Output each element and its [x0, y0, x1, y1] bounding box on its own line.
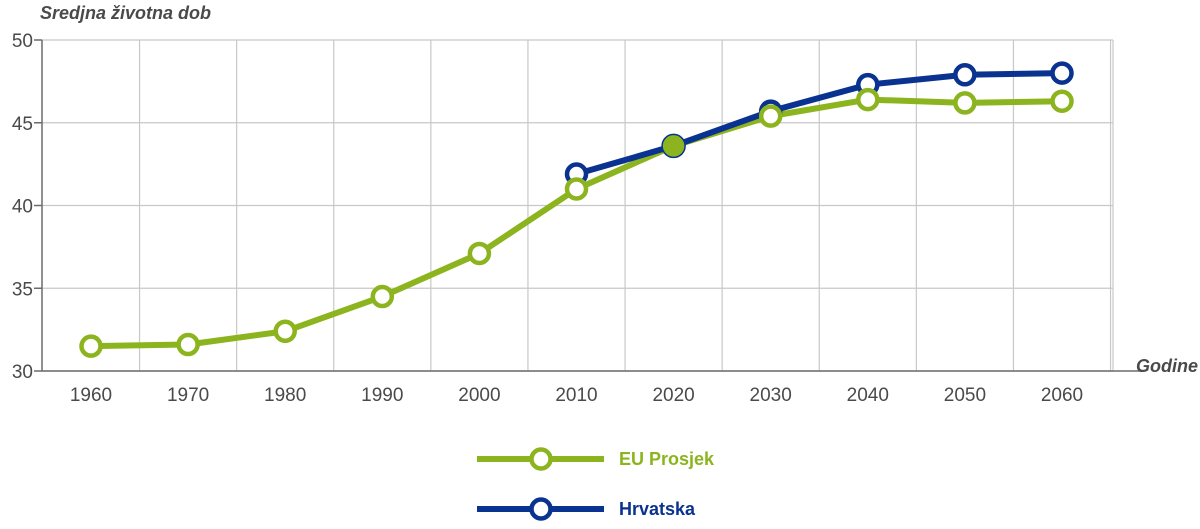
legend: EU Prosjek Hrvatska [477, 447, 715, 521]
x-tick-label: 2040 [847, 385, 889, 406]
x-tick-label: 1990 [361, 385, 403, 406]
y-tick-label: 45 [12, 114, 33, 135]
y-tick-label: 30 [12, 362, 33, 383]
series-layer [79, 61, 1074, 358]
hrvatska-point [953, 63, 977, 87]
eu-prosjek-point [1050, 89, 1074, 113]
eu-prosjek-point [467, 241, 492, 266]
y-axis-title: Sredjna životna dob [40, 3, 211, 23]
x-tick-label: 2050 [944, 385, 986, 406]
eu-prosjek-point [758, 104, 783, 128]
legend-eu-prosjek-label: EU Prosjek [619, 449, 715, 469]
axes [34, 39, 1143, 372]
y-tick-label: 40 [12, 197, 33, 218]
x-tick-label: 2000 [458, 385, 500, 406]
legend-hrvatska-label: Hrvatska [619, 499, 696, 519]
eu-prosjek-point [176, 332, 200, 357]
x-tick-label: 1960 [70, 385, 112, 406]
x-tick-label: 1970 [167, 385, 209, 406]
x-axis-title: Godine [1136, 356, 1198, 376]
x-tick-label: 2010 [555, 385, 597, 406]
eu-prosjek-point [661, 134, 686, 158]
x-tick-label: 2060 [1041, 385, 1083, 406]
legend-eu-prosjek-marker [529, 447, 553, 471]
eu-prosjek-point [953, 91, 977, 115]
hrvatska-line [573, 70, 1065, 178]
eu-prosjek-point [273, 319, 297, 344]
eu-prosjek-point [370, 284, 395, 309]
y-tick-label: 50 [12, 31, 33, 52]
x-tick-label: 2030 [750, 385, 792, 406]
eu-prosjek-point [79, 334, 103, 358]
overlap-point-outline [661, 133, 686, 159]
x-tick-label: 1980 [264, 385, 306, 406]
legend-hrvatska-marker [529, 497, 553, 521]
grid [42, 39, 1114, 372]
eu-prosjek-point [564, 177, 589, 201]
y-tick-label: 35 [12, 279, 33, 300]
eu-prosjek-point [856, 87, 880, 112]
x-tick-label: 2020 [652, 385, 694, 406]
y-tick-labels: 30 35 40 45 50 [12, 31, 33, 383]
x-tick-labels: 1960 1970 1980 1990 2000 2010 2020 2030 2040 2050… [70, 385, 1083, 406]
hrvatska-point [1050, 61, 1074, 85]
